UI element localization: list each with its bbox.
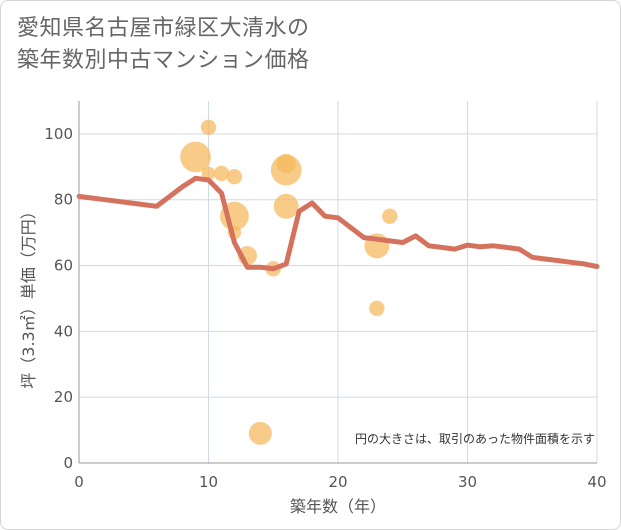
line-layer — [76, 175, 600, 272]
bubble-point — [180, 141, 211, 173]
y-tick-label: 20 — [54, 388, 73, 406]
chart-title-line-2: 築年数別中古マンション価格 — [17, 48, 310, 73]
x-tick-label: 10 — [199, 473, 218, 491]
bubble-point — [369, 300, 385, 317]
y-tick-label: 80 — [54, 191, 73, 209]
y-tick-label: 40 — [54, 322, 73, 340]
average-price-line — [76, 175, 600, 272]
bubble-point — [200, 119, 217, 136]
grid — [78, 101, 598, 464]
bubble-point — [382, 208, 398, 224]
annotation-text: 円の大きさは、取引のあった物件面積を示す — [355, 431, 595, 446]
x-tick-label: 20 — [328, 473, 347, 491]
bubble-point — [248, 421, 272, 445]
bubble-point — [213, 165, 230, 182]
bubble-point — [276, 153, 296, 174]
chart-title-line-1: 愛知県名古屋市緑区大清水の — [17, 16, 310, 41]
bubble-layer — [180, 119, 398, 445]
bubble-point — [273, 193, 299, 219]
bubble-point — [226, 169, 243, 185]
axes: 0 20 40 60 80 100 0 10 20 30 40 — [44, 101, 607, 491]
chart-title: 愛知県名古屋市緑区大清水の 築年数別中古マンション価格 — [17, 13, 310, 77]
x-axis-title: 築年数（年） — [290, 497, 386, 516]
y-tick-label: 0 — [63, 454, 73, 472]
y-axis-title: 坪（3.3㎡）単価（万円） — [19, 203, 38, 388]
x-tick-label: 40 — [587, 473, 606, 491]
y-tick-label: 60 — [54, 257, 73, 275]
bubble-point — [201, 166, 216, 181]
x-tick-label: 0 — [74, 473, 84, 491]
y-tick-label: 100 — [44, 125, 73, 143]
x-tick-label: 30 — [458, 473, 477, 491]
